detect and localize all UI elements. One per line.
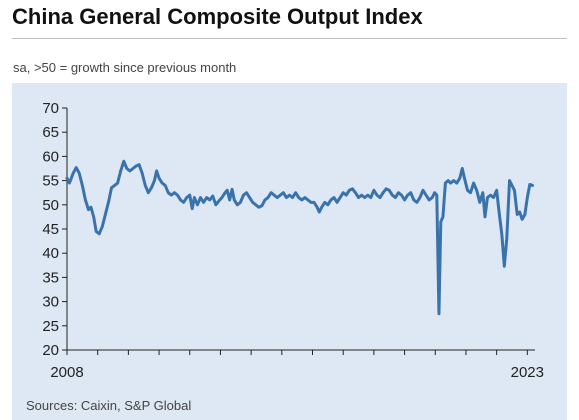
y-tick-label: 20: [42, 342, 59, 359]
chart-subtitle: sa, >50 = growth since previous month: [13, 60, 237, 75]
y-tick-label: 50: [42, 197, 59, 214]
x-tick-label: 2023: [511, 364, 544, 381]
x-tick-label: 2008: [50, 364, 83, 381]
y-tick-label: 55: [42, 173, 59, 190]
y-tick-label: 35: [42, 269, 59, 286]
series-line: [65, 159, 535, 316]
y-tick-label: 30: [42, 294, 59, 311]
title-divider: [12, 38, 567, 39]
y-tick-label: 45: [42, 221, 59, 238]
line-chart: 20 25 30 35 40 45 50 55 60 65 70 2008 2023: [42, 100, 544, 381]
y-tick-label: 65: [42, 124, 59, 141]
y-tick-label: 40: [42, 245, 59, 262]
source-note: Sources: Caixin, S&P Global: [26, 398, 192, 413]
chart-title: China General Composite Output Index: [12, 4, 423, 29]
y-tick-label: 60: [42, 148, 59, 165]
chart-panel: [12, 83, 567, 420]
y-tick-label: 25: [42, 318, 59, 335]
y-tick-label: 70: [42, 100, 59, 117]
